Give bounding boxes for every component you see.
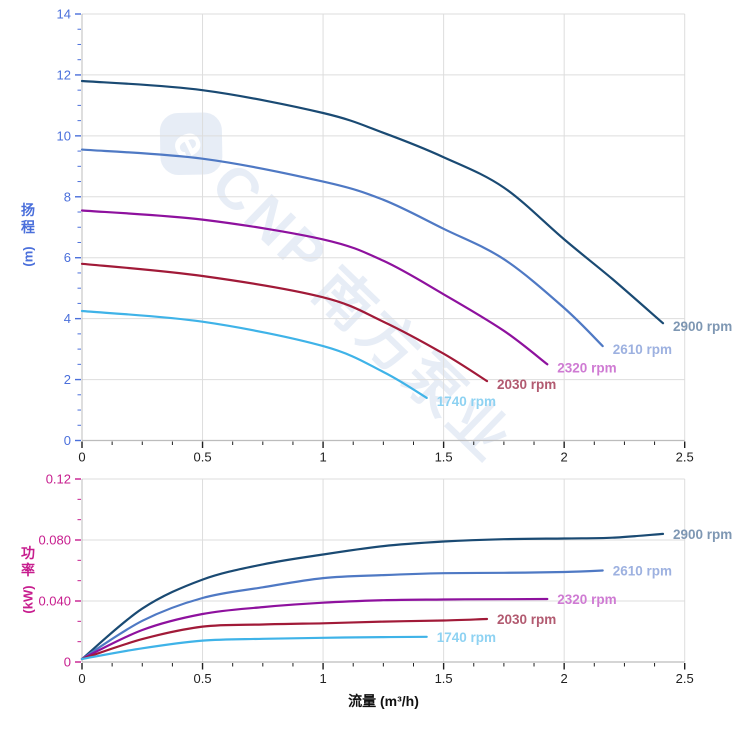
power-axis-title: 功 率 (kW) [13,545,43,614]
power-curves: 0 0.040 0.080 0.12 0 0.5 1 1.5 2 2.5 2900 rpm 2610 … [38,472,732,687]
y-tick-label: 2 [64,372,71,387]
curve-2610-rpm [80,148,604,348]
x-tick-label: 1 [319,671,326,686]
y-tick-label: 0 [64,433,71,448]
head-axis-title: 扬 程 (m) [13,202,43,267]
curve-2610-rpm [80,569,604,661]
y-tick-label: 12 [57,67,71,82]
x-tick-label: 0 [78,450,85,465]
power-axis-title-char: 率 [21,562,35,578]
head-axis-title-char: 程 [21,219,35,235]
x-tick-label: 0.5 [194,450,212,465]
curve-label-1740-rpm: 1740 rpm [437,394,496,409]
curve-label-2030-rpm: 2030 rpm [497,612,556,627]
x-tick-label: 0.5 [194,671,212,686]
power-axis-title-char: 功 [21,545,35,561]
x-tick-label: 2 [561,671,568,686]
flow-axis-title: 流量 (m³/h) [348,693,419,709]
x-tick-label: 1.5 [435,671,453,686]
curve-label-2610-rpm: 2610 rpm [613,564,672,579]
x-tick-label: 2.5 [676,450,694,465]
curve-1740-rpm [80,635,428,661]
x-tick-label: 2 [561,450,568,465]
x-tick-label: 0 [78,671,85,686]
curve-2030-rpm [80,617,489,661]
curve-1740-rpm [80,309,428,399]
curve-2320-rpm [80,597,549,661]
x-tick-label: 1 [319,450,326,465]
x-tick-label: 1.5 [435,450,453,465]
curve-label-2320-rpm: 2320 rpm [557,360,616,375]
curve-label-2900-rpm: 2900 rpm [673,527,732,542]
y-tick-label: 6 [64,250,71,265]
y-tick-label: 14 [57,7,71,22]
head-axis-unit: (m) [20,246,36,267]
curve-label-2610-rpm: 2610 rpm [613,342,672,357]
curve-label-1740-rpm: 1740 rpm [437,630,496,645]
y-tick-label: 4 [64,311,71,326]
curve-2900-rpm [80,79,665,325]
x-tick-label: 2.5 [676,671,694,686]
curve-2900-rpm [80,532,665,661]
y-tick-label: 0.040 [38,594,71,609]
curve-2320-rpm [80,209,549,366]
power-axis-unit: (kW) [20,585,36,614]
head-axis-title-char: 扬 [21,202,35,218]
y-tick-label: 10 [57,128,71,143]
y-tick-label: 0 [64,655,71,670]
curve-label-2320-rpm: 2320 rpm [557,592,616,607]
curve-2030-rpm [80,262,489,383]
curve-label-2030-rpm: 2030 rpm [497,377,556,392]
y-tick-label: 0.080 [38,533,71,548]
curve-label-2900-rpm: 2900 rpm [673,319,732,334]
y-tick-label: 8 [64,189,71,204]
y-tick-label: 0.12 [46,472,71,487]
